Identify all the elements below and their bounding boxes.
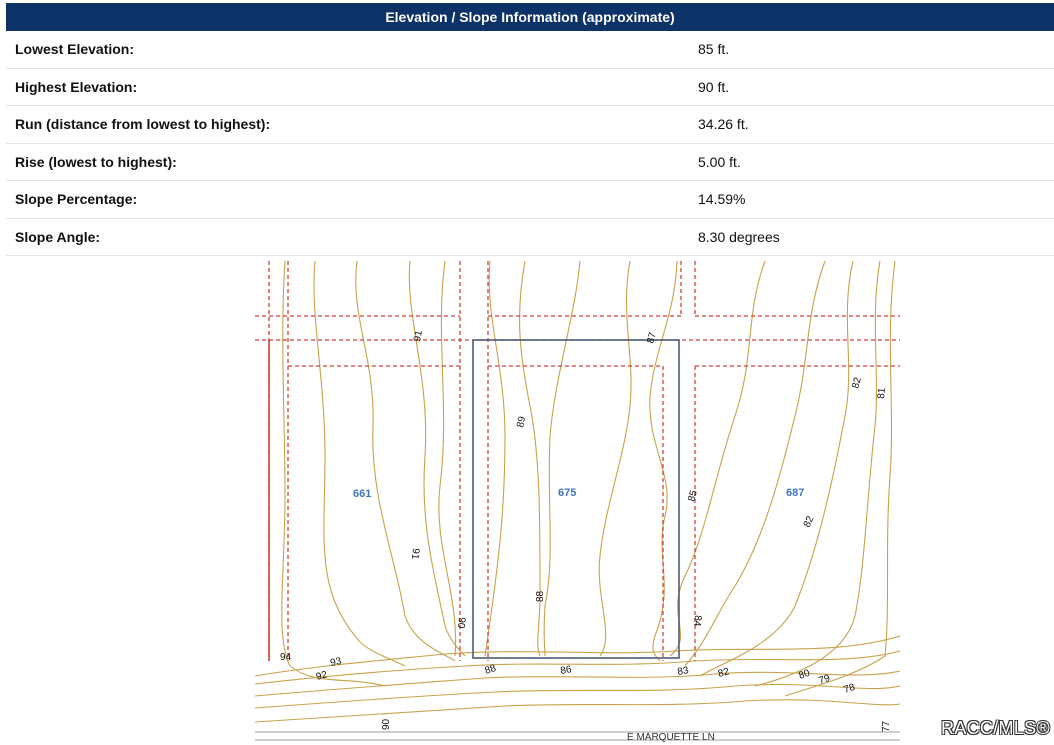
contour-label: 80 <box>797 668 812 682</box>
highest-elevation-row: Highest Elevation: 90 ft. <box>6 69 1054 106</box>
contour-line <box>669 260 766 657</box>
contour-label: 91 <box>412 329 425 342</box>
contour-line <box>543 260 581 657</box>
contour-label: 78 <box>843 682 857 696</box>
row-value: 5.00 ft. <box>698 153 741 170</box>
row-label: Highest Elevation: <box>15 78 138 95</box>
row-label: Rise (lowest to highest): <box>15 153 177 170</box>
contour-line <box>313 260 406 667</box>
slope-angle-row: Slope Angle: 8.30 degrees <box>6 219 1054 256</box>
contour-label: 88 <box>535 590 546 602</box>
row-value: 34.26 ft. <box>698 116 749 133</box>
row-label: Slope Percentage: <box>15 191 138 208</box>
contour-label: 93 <box>329 656 343 669</box>
panel-header: Elevation / Slope Information (approxima… <box>6 3 1054 31</box>
contour-line <box>699 260 854 677</box>
contour-label: 79 <box>818 673 832 687</box>
contour-label: 86 <box>560 664 573 677</box>
contour-label: 83 <box>677 665 690 678</box>
contour-label: 85 <box>686 489 700 503</box>
contour-label: 92 <box>315 669 329 683</box>
contour-label: 89 <box>515 415 528 429</box>
subject-lot-outline <box>472 339 680 659</box>
contour-label: 88 <box>484 663 498 677</box>
contour-label: 94 <box>280 652 292 663</box>
contour-label: 84 <box>691 615 703 627</box>
contour-map-svg: E MARQUETTE LN 661 675 687 91 87 89 82 8… <box>255 260 900 743</box>
contour-line <box>438 260 457 657</box>
rise-row: Rise (lowest to highest): 5.00 ft. <box>6 144 1054 181</box>
elevation-slope-panel: Elevation / Slope Information (approxima… <box>6 3 1054 256</box>
contour-label: 82 <box>850 376 864 390</box>
contour-line <box>754 260 881 687</box>
contour-line <box>355 260 456 662</box>
slope-percentage-row: Slope Percentage: 14.59% <box>6 181 1054 219</box>
contour-line <box>598 260 632 657</box>
contour-line <box>518 260 541 657</box>
row-value: 14.59% <box>698 191 746 208</box>
run-row: Run (distance from lowest to highest): 3… <box>6 106 1054 144</box>
road-label: E MARQUETTE LN <box>627 732 715 743</box>
contour-line <box>649 260 678 662</box>
contour-label: 81 <box>876 387 888 399</box>
parcel-number: 675 <box>558 487 576 499</box>
row-label: Run (distance from lowest to highest): <box>15 116 271 133</box>
contour-label: 87 <box>645 331 659 345</box>
contour-line <box>484 260 506 657</box>
contour-line <box>255 650 900 685</box>
contour-line <box>784 260 896 697</box>
contour-label: 91 <box>409 548 421 560</box>
contour-line <box>408 260 466 657</box>
row-value: 8.30 degrees <box>698 228 780 245</box>
contour-label: 82 <box>802 514 817 529</box>
parcel-number: 661 <box>353 488 371 500</box>
contour-line <box>255 670 900 697</box>
mls-watermark: RACC/MLS® <box>941 718 1050 738</box>
contour-line <box>281 260 386 687</box>
contour-label: 77 <box>881 720 892 732</box>
contour-line <box>684 260 826 667</box>
contour-label: 90 <box>455 617 467 629</box>
parcel-number: 687 <box>786 487 804 499</box>
contour-line <box>255 699 900 723</box>
row-label: Lowest Elevation: <box>15 41 135 58</box>
contour-label: 82 <box>717 666 731 680</box>
topographic-contour-map: E MARQUETTE LN 661 675 687 91 87 89 82 8… <box>255 256 900 745</box>
contour-line <box>255 683 900 709</box>
contour-line <box>255 635 900 677</box>
lowest-elevation-row: Lowest Elevation: 85 ft. <box>6 31 1054 69</box>
row-label: Slope Angle: <box>15 228 101 245</box>
row-value: 85 ft. <box>698 41 730 58</box>
row-value: 90 ft. <box>698 78 730 95</box>
contour-label: 90 <box>381 718 392 730</box>
